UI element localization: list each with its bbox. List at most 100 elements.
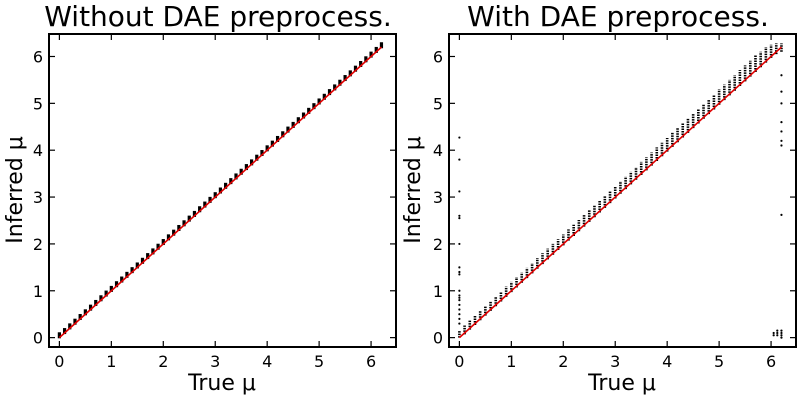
right-chart-title: With DAE preprocess. — [467, 0, 769, 33]
left-data-point — [135, 262, 139, 269]
left-data-point — [187, 215, 191, 222]
left-data-point — [166, 234, 171, 241]
left-data-point — [239, 168, 243, 175]
left-data-point — [109, 285, 113, 292]
right-y-axis-label: Inferred μ — [401, 136, 426, 243]
right-outlier-point — [458, 299, 461, 302]
right-outlier-point — [780, 329, 783, 332]
right-x-tick-label: 1 — [506, 352, 516, 371]
right-outlier-point — [776, 334, 779, 337]
left-chart-title: Without DAE preprocess. — [44, 0, 392, 33]
right-outlier-point — [780, 331, 783, 335]
left-data-point — [146, 253, 150, 260]
right-outlier-point — [780, 74, 783, 77]
right-outlier-point — [780, 90, 783, 93]
left-data-point — [57, 332, 61, 339]
left-y-tick-label: 0 — [33, 329, 43, 348]
left-data-point — [99, 295, 103, 302]
left-data-point — [114, 281, 119, 288]
left-x-tick-label: 1 — [106, 352, 116, 371]
right-outlier-point — [780, 334, 783, 337]
right-outlier-point — [458, 303, 461, 306]
right-outlier-point — [772, 331, 775, 335]
left-data-point — [94, 299, 98, 306]
left-y-tick-label: 2 — [33, 235, 43, 254]
left-data-point — [198, 206, 202, 213]
left-data-point — [229, 178, 233, 185]
right-outlier-point — [780, 102, 783, 105]
left-data-point — [333, 84, 337, 91]
left-y-tick-label: 3 — [33, 188, 43, 207]
left-data-point — [265, 145, 269, 152]
left-data-point — [369, 51, 373, 58]
left-x-tick-label: 0 — [54, 352, 64, 371]
left-data-point — [275, 135, 280, 142]
right-plot-frame — [448, 33, 797, 348]
left-data-point — [317, 98, 321, 105]
left-y-tick-label: 1 — [33, 282, 43, 301]
left-data-point — [177, 224, 181, 231]
left-data-point — [270, 140, 274, 147]
left-data-point — [379, 42, 384, 49]
left-data-point — [218, 187, 223, 194]
right-outlier-point — [776, 331, 779, 335]
right-x-axis-label: True μ — [587, 371, 656, 396]
left-x-tick-label: 2 — [158, 352, 168, 371]
left-data-point — [374, 46, 378, 53]
left-data-point — [327, 89, 332, 96]
left-plot-area: 0 1 2 3 4 5 6 0 1 2 3 4 5 6 — [33, 33, 397, 371]
left-plot-frame — [48, 33, 397, 348]
left-data-point — [359, 60, 363, 67]
right-outlier-point — [458, 308, 461, 311]
right-y-tick-label: 6 — [433, 47, 443, 66]
right-y-tick-label: 1 — [433, 282, 443, 301]
right-x-tick-label: 6 — [766, 352, 776, 371]
left-data-point — [73, 318, 77, 325]
left-data-point — [353, 65, 358, 72]
left-data-point — [151, 248, 155, 255]
right-y-tick-label: 5 — [433, 94, 443, 113]
right-x-tick-label: 4 — [662, 352, 672, 371]
left-data-point — [182, 220, 186, 227]
left-data-point — [364, 56, 368, 63]
right-outlier-point — [458, 273, 461, 276]
left-data-point — [78, 314, 82, 321]
right-outlier-point — [458, 266, 461, 269]
right-outlier-point — [458, 217, 461, 220]
left-x-tick-label: 6 — [366, 352, 376, 371]
right-outlier-point — [776, 329, 779, 332]
right-outlier-point — [458, 296, 461, 299]
left-data-point — [68, 323, 72, 330]
right-outlier-point — [772, 334, 775, 337]
right-outlier-point — [458, 190, 461, 193]
right-outlier-point — [458, 270, 461, 274]
left-data-point — [156, 243, 160, 250]
left-data-point — [343, 75, 347, 82]
left-data-point — [322, 93, 326, 100]
right-panel: With DAE preprocess. True μ Inferred μ 0… — [401, 0, 797, 396]
left-x-tick-label: 4 — [262, 352, 272, 371]
left-data-point — [249, 159, 254, 166]
left-panel: Without DAE preprocess. True μ Inferred … — [3, 0, 397, 396]
right-outlier-point — [458, 313, 461, 316]
left-y-tick-label: 6 — [33, 47, 43, 66]
left-y-axis-label: Inferred μ — [3, 136, 28, 243]
right-outlier-point — [780, 144, 783, 147]
right-x-tick-label: 2 — [558, 352, 568, 371]
left-data-point — [286, 126, 290, 133]
left-data-point — [281, 131, 285, 138]
right-outlier-point — [780, 120, 783, 124]
left-data-point — [213, 192, 217, 199]
left-x-tick-label: 3 — [210, 352, 220, 371]
left-data-point — [224, 182, 228, 189]
left-data-point — [125, 271, 129, 278]
left-data-point — [255, 154, 259, 161]
right-outlier-point — [780, 213, 783, 216]
right-x-tick-label: 3 — [610, 352, 620, 371]
left-y-tick-label: 4 — [33, 141, 43, 160]
left-data-point — [172, 229, 176, 236]
left-data-point — [291, 121, 295, 128]
right-outlier-point — [458, 322, 461, 325]
right-outlier-point — [780, 130, 783, 133]
